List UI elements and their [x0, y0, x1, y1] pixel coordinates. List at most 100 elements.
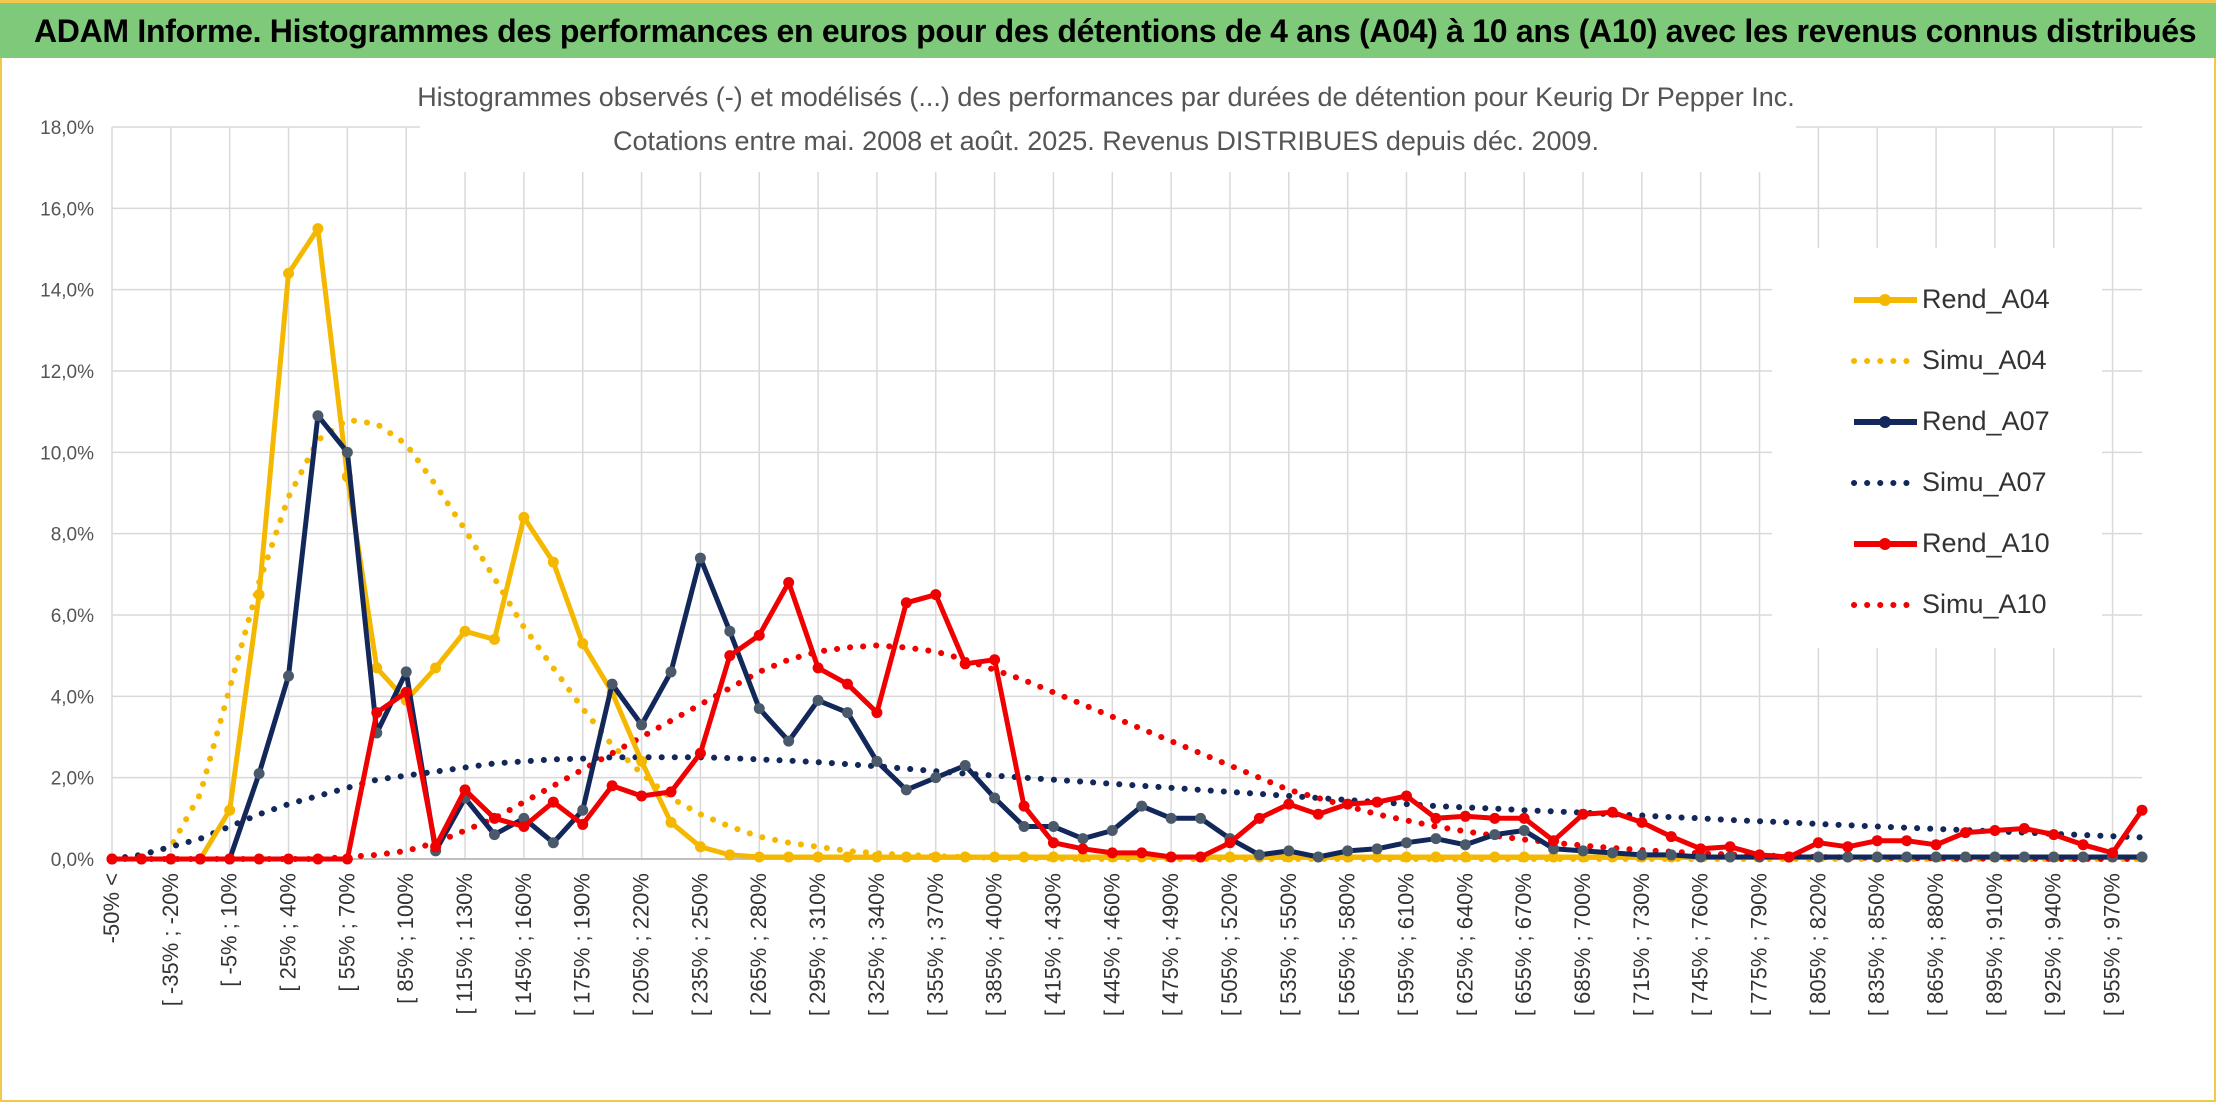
legend-label-Simu_A10: Simu_A10 [1922, 589, 2047, 619]
data-point-Rend_A07 [1989, 851, 2001, 863]
data-point-Rend_A04 [518, 511, 530, 523]
data-point-Rend_A10 [253, 853, 265, 865]
data-point-Rend_A04 [253, 589, 265, 601]
legend-label-Rend_A04: Rend_A04 [1922, 284, 2050, 314]
data-point-Rend_A07 [694, 552, 706, 564]
legend-marker-Rend_A10 [1879, 538, 1891, 550]
x-tick-label: [ 55% ; 70% [334, 873, 359, 992]
data-point-Rend_A07 [900, 784, 912, 796]
data-point-Rend_A07 [1400, 837, 1412, 849]
histogram-line-chart: 0,0% 2,0% 4,0% 6,0% 8,0% 10,0% 12,0% 14,0% 16,0%… [40, 62, 2148, 1016]
data-point-Rend_A07 [1312, 851, 1324, 863]
data-point-Rend_A04 [1224, 851, 1236, 863]
data-point-Rend_A10 [312, 853, 324, 865]
x-tick-label: [ 295% ; 310% [805, 873, 830, 1016]
legend: Rend_A04 Simu_A04 Rend_A07 Simu_A07 Rend_A10… [1772, 248, 2102, 648]
data-point-Rend_A04 [488, 633, 500, 645]
data-point-Rend_A07 [1195, 812, 1207, 824]
data-point-Rend_A10 [1724, 841, 1736, 853]
chart-subtitle: Cotations entre mai. 2008 et août. 2025.… [613, 126, 1599, 156]
data-point-Rend_A10 [1783, 851, 1795, 863]
data-point-Rend_A10 [812, 662, 824, 674]
data-point-Rend_A10 [1842, 841, 1854, 853]
data-point-Rend_A07 [1636, 849, 1648, 861]
data-point-Rend_A10 [959, 658, 971, 670]
x-tick-label: [ 145% ; 160% [511, 873, 536, 1016]
data-point-Rend_A10 [106, 853, 118, 865]
data-point-Rend_A07 [577, 804, 589, 816]
data-point-Rend_A10 [1959, 827, 1971, 839]
data-point-Rend_A07 [1018, 820, 1030, 832]
data-point-Rend_A10 [1047, 837, 1059, 849]
legend-label-Rend_A07: Rend_A07 [1922, 406, 2050, 436]
x-tick-label: [ 415% ; 430% [1040, 873, 1065, 1016]
data-point-Rend_A04 [371, 662, 383, 674]
data-point-Rend_A10 [1812, 837, 1824, 849]
data-point-Rend_A07 [1371, 843, 1383, 855]
data-point-Rend_A04 [871, 851, 883, 863]
data-point-Rend_A07 [753, 703, 765, 715]
data-point-Rend_A04 [724, 849, 736, 861]
data-point-Rend_A04 [930, 851, 942, 863]
data-point-Rend_A07 [1901, 851, 1913, 863]
data-point-Rend_A10 [547, 796, 559, 808]
data-point-Rend_A10 [518, 820, 530, 832]
x-tick-label: [ 715% ; 730% [1629, 873, 1654, 1016]
data-point-Rend_A10 [2136, 804, 2148, 816]
data-point-Rend_A10 [724, 650, 736, 662]
y-tick-label: 12,0% [40, 362, 94, 383]
x-tick-label: [ 775% ; 790% [1747, 873, 1772, 1016]
x-tick-label: [ 355% ; 370% [923, 873, 948, 1016]
legend-label-Simu_A07: Simu_A07 [1922, 467, 2047, 497]
x-tick-label: [ 175% ; 190% [570, 873, 595, 1016]
data-point-Rend_A10 [1518, 812, 1530, 824]
legend-label-Simu_A04: Simu_A04 [1922, 345, 2047, 375]
data-point-Rend_A10 [1165, 851, 1177, 863]
data-point-Rend_A10 [1577, 808, 1589, 820]
data-point-Rend_A04 [636, 755, 648, 767]
data-point-Rend_A10 [1665, 831, 1677, 843]
x-tick-label: [ 925% ; 940% [2041, 873, 2066, 1016]
y-tick-label: 4,0% [51, 687, 94, 708]
data-point-Rend_A04 [665, 816, 677, 828]
data-point-Rend_A10 [2107, 847, 2119, 859]
data-point-Rend_A07 [1253, 849, 1265, 861]
x-tick-label: [ 835% ; 850% [1864, 873, 1889, 1016]
data-point-Rend_A10 [1754, 849, 1766, 861]
data-point-Rend_A10 [753, 629, 765, 641]
data-point-Rend_A07 [1518, 825, 1530, 837]
data-point-Rend_A04 [1018, 851, 1030, 863]
x-tick-label: [ 745% ; 760% [1688, 873, 1713, 1016]
data-point-Rend_A10 [1695, 843, 1707, 855]
data-point-Rend_A10 [842, 678, 854, 690]
data-point-Rend_A10 [1018, 800, 1030, 812]
series-line-Simu_A07 [109, 754, 2145, 862]
data-point-Rend_A07 [2048, 851, 2060, 863]
data-point-Rend_A10 [1342, 798, 1354, 810]
data-point-Rend_A10 [1371, 796, 1383, 808]
data-point-Rend_A10 [1106, 847, 1118, 859]
data-point-Rend_A10 [1901, 835, 1913, 847]
x-tick-label: [ 85% ; 100% [393, 873, 418, 1004]
data-point-Rend_A10 [430, 841, 442, 853]
y-tick-label: 2,0% [51, 769, 94, 790]
data-point-Rend_A07 [1342, 845, 1354, 857]
data-point-Rend_A07 [1577, 845, 1589, 857]
y-tick-label: 16,0% [40, 199, 94, 220]
data-point-Rend_A04 [1077, 851, 1089, 863]
x-tick-label: [ 955% ; 970% [2100, 873, 2125, 1016]
data-point-Rend_A04 [959, 851, 971, 863]
data-point-Rend_A10 [371, 707, 383, 719]
data-point-Rend_A04 [1548, 851, 1560, 863]
data-point-Rend_A04 [1459, 851, 1471, 863]
data-point-Rend_A10 [2018, 823, 2030, 834]
data-point-Rend_A10 [165, 853, 177, 865]
data-point-Rend_A10 [1430, 812, 1442, 824]
data-point-Rend_A04 [1518, 851, 1530, 863]
data-point-Rend_A07 [1871, 851, 1883, 863]
x-tick-label: [ 865% ; 880% [1923, 873, 1948, 1016]
data-point-Rend_A10 [283, 853, 295, 865]
legend-marker-Rend_A04 [1879, 294, 1891, 306]
data-point-Rend_A07 [1077, 833, 1089, 845]
data-point-Rend_A10 [783, 576, 795, 588]
